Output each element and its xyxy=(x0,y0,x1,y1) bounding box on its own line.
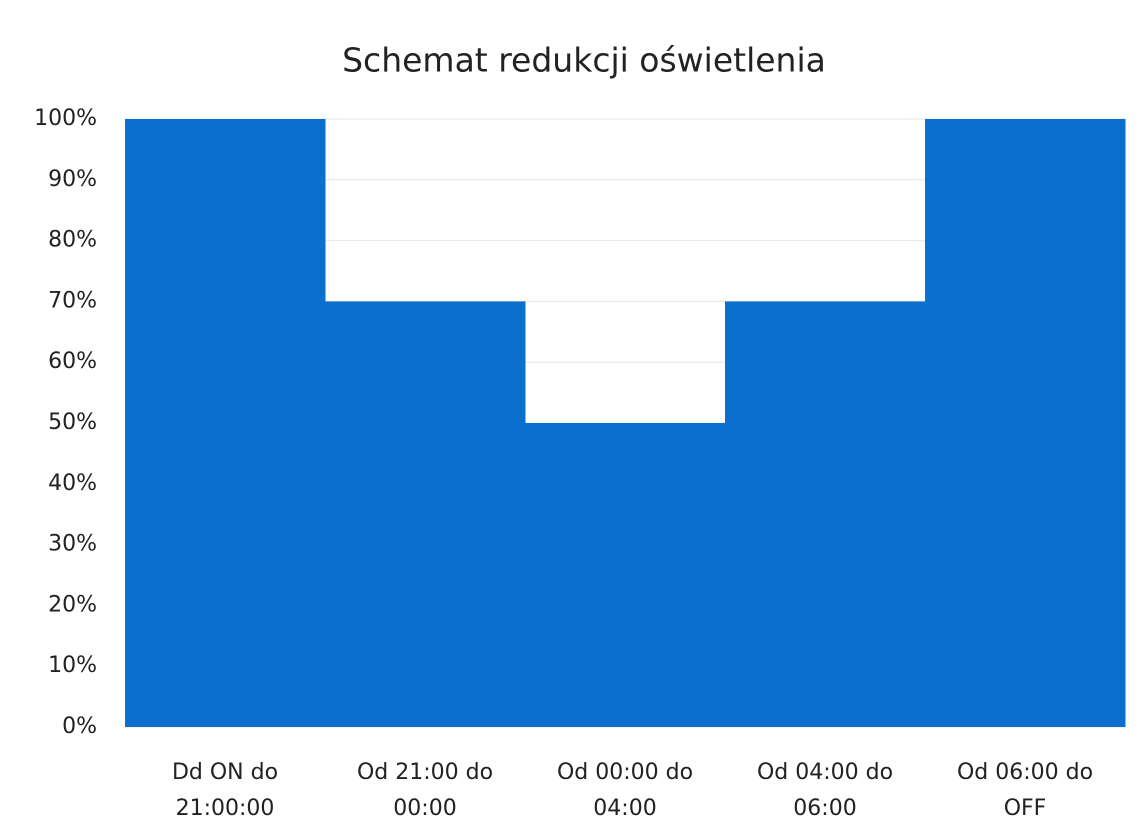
y-tick-label: 30% xyxy=(48,532,97,557)
y-tick-label: 10% xyxy=(48,653,97,678)
x-tick-label: Od 21:00 do 00:00 xyxy=(356,760,494,821)
x-tick-label: Dd ON do 21:00:00 xyxy=(171,760,279,821)
y-tick-label: 50% xyxy=(48,410,97,435)
bar xyxy=(325,301,526,727)
y-tick-label: 0% xyxy=(62,714,97,739)
y-tick-label: 100% xyxy=(34,106,97,131)
bar xyxy=(125,119,326,727)
y-tick-label: 80% xyxy=(48,228,97,253)
y-tick-label: 60% xyxy=(48,349,97,374)
chart-title: Schemat redukcji oświetlenia xyxy=(342,41,826,80)
bar xyxy=(525,423,726,727)
bar xyxy=(925,119,1126,727)
y-tick-label: 90% xyxy=(48,167,97,192)
x-tick-label: Od 00:00 do 04:00 xyxy=(556,760,694,821)
bar xyxy=(725,301,926,727)
y-tick-label: 20% xyxy=(48,592,97,617)
y-tick-label: 40% xyxy=(48,471,97,496)
x-tick-label: Od 06:00 do OFF xyxy=(956,760,1094,821)
x-tick-label: Od 04:00 do 06:00 xyxy=(756,760,894,821)
y-tick-label: 70% xyxy=(48,288,97,313)
